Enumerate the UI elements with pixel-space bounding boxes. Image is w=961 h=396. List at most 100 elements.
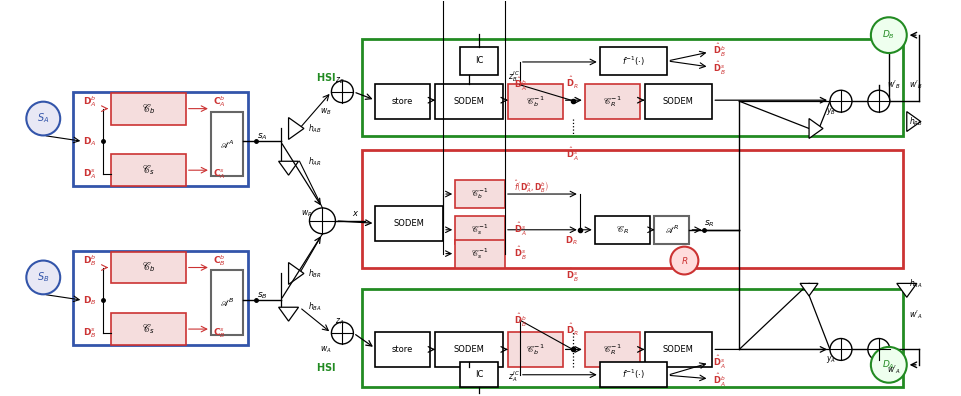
- Text: SODEM: SODEM: [454, 345, 484, 354]
- FancyBboxPatch shape: [653, 216, 689, 244]
- Text: $\mathscr{C}_b$: $\mathscr{C}_b$: [141, 102, 155, 116]
- Text: store: store: [392, 345, 413, 354]
- Text: $w_A$: $w_A$: [319, 345, 331, 355]
- Text: $\hat{\mathbf{D}}_B^s$: $\hat{\mathbf{D}}_B^s$: [713, 61, 726, 78]
- Text: $\mathscr{C}_b^{-1}$: $\mathscr{C}_b^{-1}$: [526, 94, 544, 109]
- FancyBboxPatch shape: [111, 313, 185, 345]
- FancyBboxPatch shape: [599, 362, 667, 386]
- Text: $\hat{\mathbf{D}}_A^s$: $\hat{\mathbf{D}}_A^s$: [513, 221, 526, 238]
- Text: $w_R$: $w_R$: [301, 209, 312, 219]
- Text: $\hat{\mathbf{D}}_R$: $\hat{\mathbf{D}}_R$: [566, 75, 579, 91]
- Text: SODEM: SODEM: [662, 97, 693, 106]
- Text: $S_B$: $S_B$: [37, 270, 49, 284]
- Text: $\mathbf{HSI}$: $\mathbf{HSI}$: [315, 361, 335, 373]
- Text: $h_{BA}$: $h_{BA}$: [308, 301, 322, 314]
- FancyBboxPatch shape: [584, 84, 639, 118]
- FancyBboxPatch shape: [644, 84, 711, 118]
- FancyBboxPatch shape: [434, 332, 503, 367]
- Text: $\mathscr{C}_R$: $\mathscr{C}_R$: [615, 224, 628, 236]
- Text: $w'_A$: $w'_A$: [908, 309, 922, 322]
- Polygon shape: [808, 118, 823, 139]
- Text: $h_{AR}$: $h_{AR}$: [308, 155, 322, 168]
- FancyBboxPatch shape: [459, 47, 498, 75]
- Circle shape: [870, 17, 906, 53]
- Polygon shape: [279, 161, 298, 175]
- Text: $\mathscr{C}_R^{-1}$: $\mathscr{C}_R^{-1}$: [603, 342, 621, 357]
- Text: $\mathbf{D}_A$: $\mathbf{D}_A$: [83, 135, 96, 148]
- Text: $s_R$: $s_R$: [703, 219, 714, 229]
- Text: $\mathscr{C}_b$: $\mathscr{C}_b$: [141, 261, 155, 274]
- Text: store: store: [392, 97, 413, 106]
- Text: SODEM: SODEM: [393, 219, 424, 228]
- FancyBboxPatch shape: [507, 84, 562, 118]
- Text: $y_A$: $y_A$: [825, 354, 835, 366]
- Text: $z_A^{IC}$: $z_A^{IC}$: [507, 369, 519, 384]
- FancyBboxPatch shape: [459, 362, 498, 386]
- FancyBboxPatch shape: [362, 39, 901, 137]
- Text: SODEM: SODEM: [454, 97, 484, 106]
- Text: $\mathscr{C}_s$: $\mathscr{C}_s$: [141, 322, 155, 336]
- Circle shape: [829, 90, 851, 112]
- Text: $h_{RA}$: $h_{RA}$: [908, 277, 922, 289]
- Text: $\mathscr{C}_s$: $\mathscr{C}_s$: [141, 163, 155, 177]
- Polygon shape: [906, 112, 920, 131]
- Circle shape: [829, 339, 851, 360]
- Text: IC: IC: [475, 370, 482, 379]
- Text: $\hat{\mathbf{D}}_A^b$: $\hat{\mathbf{D}}_A^b$: [713, 372, 726, 389]
- Text: $\mathbf{C}_A^s$: $\mathbf{C}_A^s$: [212, 168, 225, 181]
- FancyBboxPatch shape: [455, 240, 505, 268]
- FancyBboxPatch shape: [644, 332, 711, 367]
- FancyBboxPatch shape: [111, 154, 185, 186]
- Text: $S_A$: $S_A$: [37, 112, 49, 126]
- FancyBboxPatch shape: [375, 332, 430, 367]
- Text: $\hat{\mathbf{D}}_B^b$: $\hat{\mathbf{D}}_B^b$: [513, 312, 526, 329]
- Text: $\hat{\mathbf{D}}_B^b$: $\hat{\mathbf{D}}_B^b$: [713, 42, 726, 59]
- FancyBboxPatch shape: [455, 180, 505, 208]
- Circle shape: [309, 208, 335, 234]
- FancyBboxPatch shape: [111, 251, 185, 284]
- FancyBboxPatch shape: [375, 84, 430, 118]
- Text: $\hat{\mathbf{D}}_B^s$: $\hat{\mathbf{D}}_B^s$: [513, 245, 526, 262]
- Text: $\mathbf{D}_B^b$: $\mathbf{D}_B^b$: [83, 253, 97, 268]
- FancyBboxPatch shape: [210, 270, 242, 335]
- Polygon shape: [896, 284, 916, 297]
- Text: $h_{AB}$: $h_{AB}$: [308, 122, 322, 135]
- Text: $\hat{f}\left(\mathbf{D}_A^b, \mathbf{D}_B^b\right)$: $\hat{f}\left(\mathbf{D}_A^b, \mathbf{D}…: [513, 178, 549, 194]
- Text: $w_B$: $w_B$: [319, 107, 331, 117]
- FancyBboxPatch shape: [362, 150, 901, 268]
- Text: $\mathscr{C}_b^{-1}$: $\mathscr{C}_b^{-1}$: [526, 342, 544, 357]
- Text: $\mathbf{C}_A^b$: $\mathbf{C}_A^b$: [212, 94, 225, 109]
- Polygon shape: [288, 263, 304, 284]
- FancyBboxPatch shape: [210, 112, 242, 176]
- Text: $D_B$: $D_B$: [881, 29, 895, 42]
- FancyBboxPatch shape: [434, 84, 503, 118]
- Text: $R$: $R$: [680, 255, 687, 266]
- Text: $y_B$: $y_B$: [825, 106, 835, 117]
- Text: $h_{RB}$: $h_{RB}$: [908, 115, 922, 128]
- Text: $\hat{\mathbf{D}}_A^s$: $\hat{\mathbf{D}}_A^s$: [566, 146, 579, 163]
- FancyBboxPatch shape: [362, 289, 901, 386]
- Text: IC: IC: [475, 57, 482, 65]
- Text: $\mathbf{D}_A^s$: $\mathbf{D}_A^s$: [83, 168, 96, 181]
- FancyBboxPatch shape: [599, 47, 667, 75]
- Text: $s_B$: $s_B$: [257, 290, 267, 301]
- Text: $f^{-1}(\cdot)$: $f^{-1}(\cdot)$: [622, 54, 645, 68]
- Text: $z_B^{IC}$: $z_B^{IC}$: [507, 69, 519, 84]
- Circle shape: [332, 322, 353, 344]
- Polygon shape: [288, 118, 304, 139]
- FancyBboxPatch shape: [73, 251, 247, 345]
- Polygon shape: [279, 307, 298, 321]
- Text: $D_A$: $D_A$: [881, 358, 895, 371]
- FancyBboxPatch shape: [455, 216, 505, 244]
- FancyBboxPatch shape: [507, 332, 562, 367]
- Text: $\mathscr{C}_R^{-1}$: $\mathscr{C}_R^{-1}$: [603, 94, 621, 109]
- FancyBboxPatch shape: [584, 332, 639, 367]
- Text: $z_A$: $z_A$: [335, 317, 344, 327]
- FancyBboxPatch shape: [111, 93, 185, 124]
- Text: $\hat{\mathbf{D}}_A^b$: $\hat{\mathbf{D}}_A^b$: [513, 76, 526, 93]
- Text: $s_A$: $s_A$: [257, 131, 267, 142]
- FancyBboxPatch shape: [73, 92, 247, 186]
- Text: $f^{-1}(\cdot)$: $f^{-1}(\cdot)$: [622, 367, 645, 381]
- Text: $\hat{\mathbf{D}}_B^s$: $\hat{\mathbf{D}}_B^s$: [566, 267, 579, 284]
- Text: $\mathbf{D}_B^s$: $\mathbf{D}_B^s$: [83, 326, 97, 340]
